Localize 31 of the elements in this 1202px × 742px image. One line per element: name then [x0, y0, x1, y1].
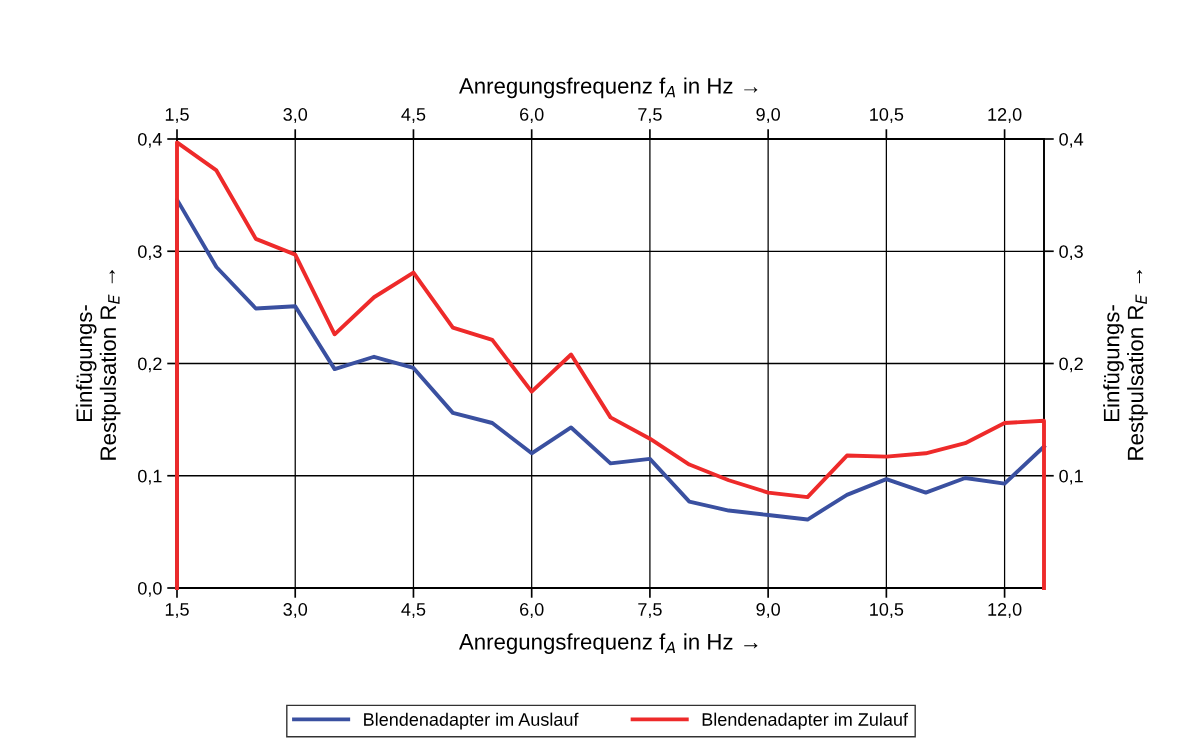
x-tick-label: 9,0: [756, 603, 780, 618]
x-tick-label: 12,0: [988, 603, 1022, 618]
y2-tick-label: 0,3: [1059, 245, 1083, 261]
x2-tick-label: 10,5: [870, 108, 904, 123]
y2-tick-label: 0,4: [1059, 132, 1084, 148]
x-tick-label: 3,0: [283, 603, 308, 618]
x2-tick-label: 3,0: [283, 108, 308, 123]
x2-tick-label: 9,0: [756, 108, 780, 123]
legend-label: Blendenadapter im Auslauf: [364, 712, 579, 730]
x-tick-label: 7,5: [638, 603, 662, 618]
x2-tick-label: 12,0: [988, 108, 1022, 123]
x-tick-label: 6,0: [520, 603, 544, 618]
x2-axis-title: Anregungsfrequenz f$_{A}$ in Hz →: [458, 77, 758, 99]
y-tick-label: 0,0: [138, 581, 162, 597]
y-tick-label: 0,3: [138, 245, 162, 261]
y-tick-label: 0,1: [138, 469, 162, 485]
y2-axis-title: Einfügungs- Restpulsation R$_{E}$ →: [1103, 270, 1148, 460]
x2-tick-label: 7,5: [638, 108, 662, 123]
y-tick-label: 0,4: [138, 132, 162, 148]
x2-tick-label: 6,0: [520, 108, 544, 123]
x2-tick-label: 4,5: [401, 108, 426, 123]
x-tick-label: 10,5: [870, 603, 904, 618]
y2-tick-label: 0,1: [1059, 469, 1083, 485]
x-tick-label: 1,5: [165, 603, 189, 618]
x-tick-label: 4,5: [401, 603, 426, 618]
y-axis-title: Einfügungs- Restpulsation R$_{E}$ →: [75, 270, 121, 460]
y2-tick-label: 0,2: [1059, 357, 1083, 373]
x2-tick-label: 1,5: [165, 108, 189, 123]
y-tick-label: 0,2: [138, 357, 162, 373]
x-axis-title: Anregungsfrequenz f$_{A}$ in Hz →: [458, 633, 758, 655]
legend-label: Blendenadapter im Zulauf: [702, 712, 909, 730]
